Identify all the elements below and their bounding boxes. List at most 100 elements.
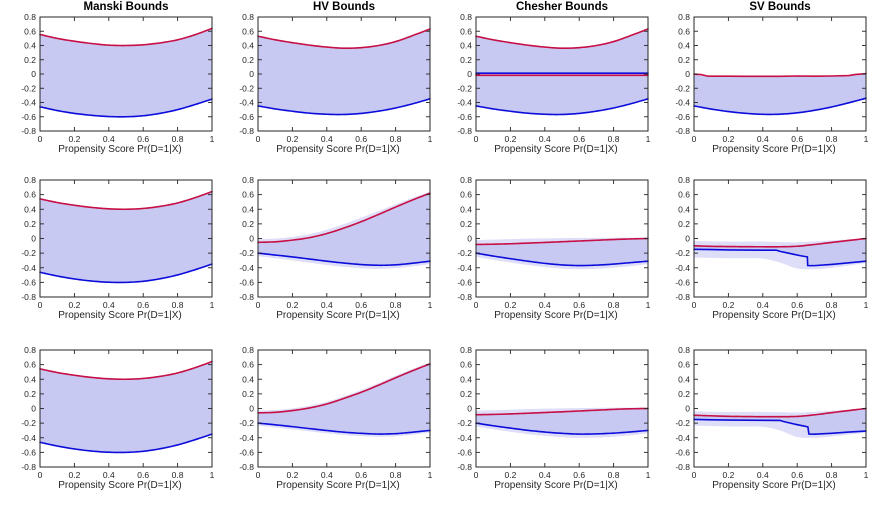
- y-tick-label: -0.4: [675, 433, 690, 443]
- y-tick-label: 0.4: [460, 204, 472, 214]
- x-tick-label: 1: [210, 134, 215, 144]
- x-tick-label: 0.2: [722, 134, 734, 144]
- x-tick-label: 0.8: [608, 470, 620, 480]
- y-tick-label: 0: [31, 69, 36, 79]
- x-tick-label: 1: [646, 470, 651, 480]
- x-axis-ticks: 0 0.2 0.4 0.6 0.8 1: [256, 17, 433, 144]
- x-tick-label: 0.4: [539, 470, 551, 480]
- y-tick-label: -0.2: [457, 83, 472, 93]
- x-tick-label: 0.8: [608, 300, 620, 310]
- bound-band: [476, 28, 648, 115]
- y-tick-label: -0.8: [21, 126, 36, 136]
- plot-canvas: 0 0.2 0.4 0.6 0.8 1 -0.8 -0.6 -0.4 -0.2 0 0.2 0.4 0.6…: [239, 175, 433, 310]
- x-tick-label: 1: [864, 300, 869, 310]
- y-tick-label: -0.4: [457, 433, 472, 443]
- x-tick-label: 0.2: [286, 300, 298, 310]
- y-tick-label: 0: [685, 404, 690, 414]
- x-axis-label: Propensity Score Pr(D=1|X): [712, 310, 836, 321]
- y-tick-label: -0.2: [239, 83, 254, 93]
- y-tick-label: -0.8: [21, 292, 36, 302]
- y-tick-label: 0: [249, 404, 254, 414]
- y-tick-label: 0.8: [24, 175, 36, 185]
- y-tick-label: -0.8: [675, 292, 690, 302]
- y-tick-label: -0.4: [675, 98, 690, 108]
- y-tick-label: -0.4: [675, 263, 690, 273]
- x-tick-label: 0.4: [757, 470, 769, 480]
- x-axis-label: Propensity Score Pr(D=1|X): [712, 480, 836, 491]
- y-axis-ticks: -0.8 -0.6 -0.4 -0.2 0 0.2 0.4 0.6 0.8: [239, 175, 430, 302]
- y-tick-label: -0.8: [457, 462, 472, 472]
- plot-canvas: 0 0.2 0.4 0.6 0.8 1 -0.8 -0.6 -0.4 -0.2 0 0.2 0.4 0.6…: [239, 12, 433, 144]
- y-axis-ticks: -0.8 -0.6 -0.4 -0.2 0 0.2 0.4 0.6 0.8: [239, 12, 430, 136]
- lower-bound-line: [39, 98, 213, 118]
- plot-canvas: 0 0.2 0.4 0.6 0.8 1 -0.8 -0.6 -0.4 -0.2 0 0.2 0.4 0.6…: [239, 345, 433, 480]
- y-tick-label: 0.6: [24, 360, 36, 370]
- x-axis-label: Propensity Score Pr(D=1|X): [276, 480, 400, 491]
- y-tick-label: 0.4: [242, 41, 254, 51]
- x-tick-label: 0.8: [390, 470, 402, 480]
- plot-canvas: 0 0.2 0.4 0.6 0.8 1 -0.8 -0.6 -0.4 -0.2 0 0.2 0.4 0.6…: [675, 175, 869, 310]
- x-tick-label: 0.2: [722, 300, 734, 310]
- plot-title: SV Bounds: [749, 1, 811, 13]
- x-tick-label: 0.2: [68, 470, 80, 480]
- x-tick-label: 0: [474, 134, 479, 144]
- x-tick-label: 0.2: [504, 300, 516, 310]
- y-axis-ticks: -0.8 -0.6 -0.4 -0.2 0 0.2 0.4 0.6 0.8: [675, 175, 866, 302]
- x-tick-label: 0.6: [137, 300, 149, 310]
- x-tick-label: 1: [646, 134, 651, 144]
- y-tick-label: -0.6: [675, 112, 690, 122]
- y-tick-label: -0.4: [457, 98, 472, 108]
- x-tick-label: 0.6: [355, 300, 367, 310]
- x-tick-label: 1: [428, 134, 433, 144]
- y-tick-label: 0: [467, 69, 472, 79]
- y-tick-label: -0.6: [457, 447, 472, 457]
- upper-bound-line: [39, 27, 213, 47]
- y-tick-label: -0.6: [457, 277, 472, 287]
- lower-bound-line: [475, 252, 649, 267]
- y-tick-label: -0.2: [21, 418, 36, 428]
- y-tick-label: 0.6: [460, 26, 472, 36]
- y-tick-label: 0.8: [24, 12, 36, 22]
- x-tick-label: 1: [428, 300, 433, 310]
- y-tick-label: -0.4: [21, 433, 36, 443]
- x-tick-label: 1: [428, 470, 433, 480]
- x-tick-label: 0.6: [573, 134, 585, 144]
- x-tick-label: 0: [692, 470, 697, 480]
- x-tick-label: 1: [864, 134, 869, 144]
- x-tick-label: 0: [38, 300, 43, 310]
- x-tick-label: 0.6: [137, 470, 149, 480]
- x-tick-label: 0: [692, 134, 697, 144]
- plot-canvas: 0 0.2 0.4 0.6 0.8 1 -0.8 -0.6 -0.4 -0.2 0 0.2 0.4 0.6…: [21, 175, 215, 310]
- subplot-chesher-row3: 0 0.2 0.4 0.6 0.8 1 -0.8 -0.6 -0.4 -0.2 0 0.2 0.4 0.6…: [436, 340, 654, 515]
- x-tick-label: 1: [210, 300, 215, 310]
- y-tick-label: -0.8: [239, 462, 254, 472]
- x-tick-label: 0.8: [390, 134, 402, 144]
- y-tick-label: 0.2: [678, 389, 690, 399]
- y-axis-ticks: -0.8 -0.6 -0.4 -0.2 0 0.2 0.4 0.6 0.8: [675, 12, 866, 136]
- x-axis-ticks: 0 0.2 0.4 0.6 0.8 1: [38, 180, 215, 310]
- y-tick-label: -0.6: [21, 112, 36, 122]
- x-tick-label: 0.2: [286, 134, 298, 144]
- y-tick-label: 0.2: [24, 389, 36, 399]
- bound-band: [40, 191, 212, 283]
- x-axis-label: Propensity Score Pr(D=1|X): [58, 310, 182, 321]
- y-axis-ticks: -0.8 -0.6 -0.4 -0.2 0 0.2 0.4 0.6 0.8: [239, 345, 430, 472]
- y-tick-label: 0.6: [24, 26, 36, 36]
- x-axis-ticks: 0 0.2 0.4 0.6 0.8 1: [692, 180, 869, 310]
- y-tick-label: -0.6: [457, 112, 472, 122]
- x-tick-label: 0: [474, 300, 479, 310]
- x-tick-label: 0.2: [504, 470, 516, 480]
- x-tick-label: 0.8: [826, 300, 838, 310]
- y-tick-label: -0.6: [239, 112, 254, 122]
- upper-bound-line: [693, 407, 867, 418]
- y-tick-label: -0.8: [21, 462, 36, 472]
- x-axis-ticks: 0 0.2 0.4 0.6 0.8 1: [256, 180, 433, 310]
- y-tick-label: 0.6: [678, 360, 690, 370]
- x-tick-label: 0: [38, 134, 43, 144]
- subplot-sv-row3: 0 0.2 0.4 0.6 0.8 1 -0.8 -0.6 -0.4 -0.2 0 0.2 0.4 0.6…: [654, 340, 872, 515]
- x-tick-label: 0.4: [321, 300, 333, 310]
- bound-band: [258, 28, 430, 115]
- y-tick-label: 0.8: [242, 345, 254, 355]
- plot-title: Manski Bounds: [83, 1, 169, 13]
- y-tick-label: -0.2: [21, 83, 36, 93]
